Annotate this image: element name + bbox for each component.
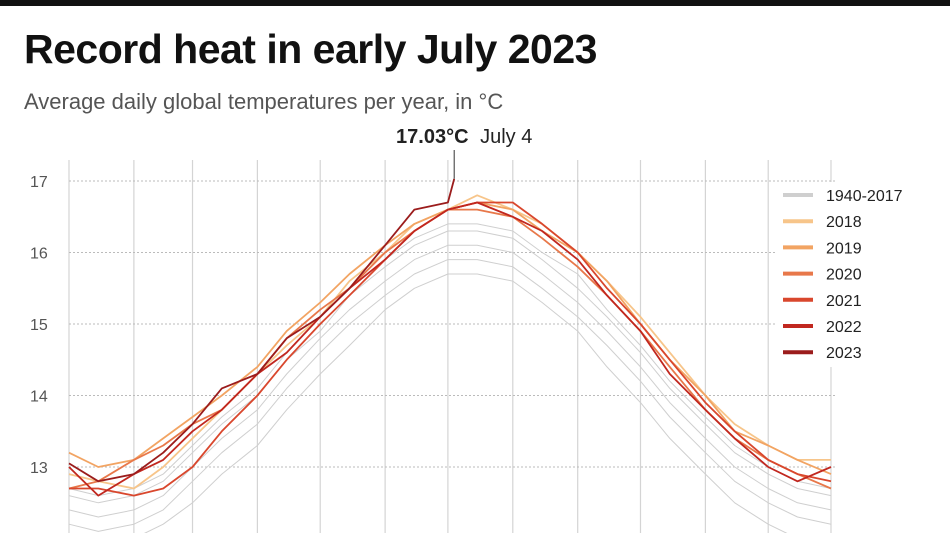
y-tick-label: 13 (30, 460, 48, 477)
y-tick-label: 14 (30, 389, 48, 406)
legend-label-2021: 2021 (826, 293, 862, 310)
annotation-date: July 4 (480, 126, 532, 148)
series-line-2021 (69, 201, 832, 497)
legend: 1940-2017 2018 2019 2020 2021 2022 2023 (775, 182, 903, 367)
annotation: 17.03°C July 4 (396, 126, 532, 179)
y-axis: 17 16 15 14 13 12 (30, 174, 48, 533)
chart-subtitle: Average daily global temperatures per ye… (24, 89, 504, 114)
series-lines (68, 178, 832, 533)
legend-label-1940-2017: 1940-2017 (826, 188, 903, 205)
legend-label-2019: 2019 (826, 240, 862, 257)
series-line-1940-2017 (144, 273, 788, 533)
y-tick-label: 16 (30, 246, 48, 263)
legend-label-2020: 2020 (826, 267, 862, 284)
legend-label-2018: 2018 (826, 214, 862, 231)
series-line-2018 (68, 194, 831, 490)
legend-label-2022: 2022 (826, 319, 862, 336)
annotation-label: 17.03°C July 4 (396, 126, 532, 148)
y-tick-label: 12 (30, 532, 48, 533)
legend-label-2023: 2023 (826, 345, 862, 362)
grid (68, 160, 836, 533)
chart-title: Record heat in early July 2023 (24, 26, 597, 72)
y-tick-label: 17 (30, 174, 48, 191)
annotation-value: 17.03°C (396, 126, 469, 148)
series-line-1940-2017 (68, 244, 832, 518)
series-line-1940-2017 (68, 259, 832, 532)
series-line-2022 (68, 201, 832, 497)
series-line-1940-2017 (68, 230, 832, 504)
y-tick-label: 15 (30, 317, 48, 334)
top-bar (0, 0, 950, 6)
series-line-2023 (68, 178, 456, 483)
series-line-1940-2017 (68, 223, 832, 497)
